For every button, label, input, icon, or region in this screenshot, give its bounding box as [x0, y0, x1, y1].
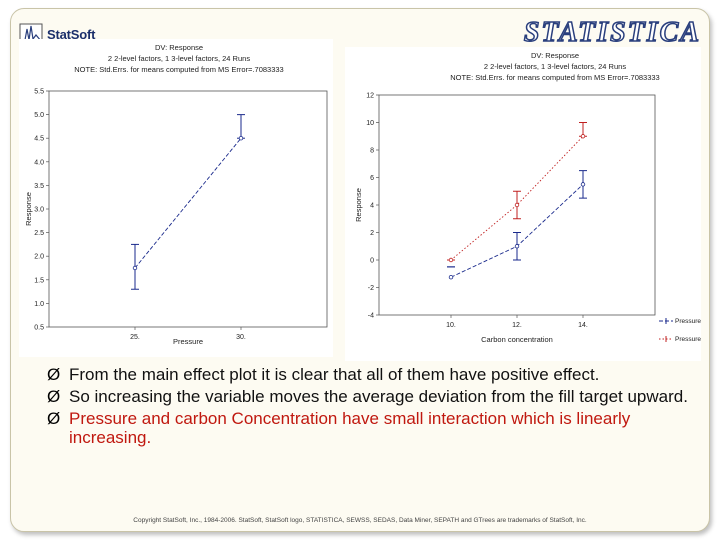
- slide: StatSoft STATISTICA DV: Response 2 2-lev…: [10, 8, 710, 532]
- y-tick-label: 5.0: [34, 112, 44, 119]
- chart-title-line: NOTE: Std.Errs. for means computed from …: [74, 65, 283, 74]
- copyright-footer: Copyright StatSoft, Inc., 1984-2006. Sta…: [133, 517, 587, 524]
- bullet-item: Ø So increasing the variable moves the a…: [47, 387, 697, 406]
- data-point: [448, 257, 454, 263]
- main-effect-chart-panel: DV: Response 2 2-level factors, 1 3-leve…: [19, 39, 333, 357]
- x-ticks: 25. 30.: [130, 327, 246, 341]
- data-point: [132, 265, 138, 271]
- bullet-arrow-icon: Ø: [47, 387, 61, 406]
- y-tick-label: 6: [370, 175, 374, 182]
- data-point: [448, 274, 454, 280]
- logo-text: StatSoft: [47, 26, 96, 42]
- x-tick-label: 12.: [512, 322, 522, 329]
- y-tick-label: 5.5: [34, 89, 44, 96]
- main-effect-chart: DV: Response 2 2-level factors, 1 3-leve…: [24, 43, 328, 346]
- legend-label: Pressure 30.: [675, 336, 701, 343]
- bullet-text: From the main effect plot it is clear th…: [69, 365, 600, 384]
- x-axis-label: Carbon concentration: [481, 335, 553, 344]
- x-ticks: 10. 12. 14.: [446, 315, 588, 329]
- y-tick-label: 3.0: [34, 207, 44, 214]
- x-tick-label: 30.: [236, 334, 246, 341]
- data-point: [580, 182, 586, 187]
- y-tick-label: 4.0: [34, 159, 44, 166]
- data-point: [580, 134, 586, 139]
- y-tick-label: 4: [370, 203, 374, 210]
- chart-title: DV: Response 2 2-level factors, 1 3-leve…: [450, 51, 659, 82]
- legend-label: Pressure 25.: [675, 318, 701, 325]
- chart-title-line: DV: Response: [531, 51, 579, 60]
- y-ticks: -4 -2 0 2 4 6 8 10 12: [366, 93, 379, 320]
- x-tick-label: 14.: [578, 322, 588, 329]
- y-tick-label: 2: [370, 230, 374, 237]
- y-tick-label: 4.5: [34, 136, 44, 143]
- bullet-text: So increasing the variable moves the ave…: [69, 387, 688, 406]
- legend: Pressure 25. Pressure 30.: [659, 318, 709, 343]
- data-point: [514, 244, 520, 249]
- y-tick-label: -4: [368, 313, 374, 320]
- bullet-arrow-icon: Ø: [47, 365, 61, 384]
- series-line: [450, 135, 584, 261]
- y-tick-label: 10: [366, 120, 374, 127]
- y-axis-label: Response: [24, 192, 33, 226]
- chart-title-line: DV: Response: [155, 43, 203, 52]
- y-tick-label: 8: [370, 148, 374, 155]
- y-tick-label: 1.0: [34, 301, 44, 308]
- plot-area: [48, 90, 328, 328]
- y-tick-label: 1.5: [34, 277, 44, 284]
- y-tick-label: 2.0: [34, 254, 44, 261]
- series-marks: [131, 114, 245, 290]
- bullet-list: Ø From the main effect plot it is clear …: [47, 365, 697, 450]
- bullet-item: Ø From the main effect plot it is clear …: [47, 365, 697, 384]
- statistica-brand: STATISTICA: [523, 16, 701, 49]
- x-tick-label: 25.: [130, 334, 140, 341]
- chart-title: DV: Response 2 2-level factors, 1 3-leve…: [74, 43, 283, 74]
- x-axis-label: Pressure: [173, 337, 203, 346]
- y-ticks: 0.5 1.0 1.5 2.0 2.5 3.0 3.5 4.0 4.5 5.0 5.5: [34, 89, 49, 332]
- bullet-text: Pressure and carbon Concentration have s…: [69, 409, 631, 447]
- chart-title-line: NOTE: Std.Errs. for means computed from …: [450, 73, 659, 82]
- series-line: [134, 137, 242, 269]
- y-tick-label: 3.5: [34, 183, 44, 190]
- x-tick-label: 10.: [446, 322, 456, 329]
- bullet-item: Ø Pressure and carbon Concentration have…: [47, 409, 697, 447]
- y-tick-label: 12: [366, 93, 374, 100]
- chart-title-line: 2 2-level factors, 1 3-level factors, 24…: [108, 54, 250, 63]
- data-point: [514, 202, 520, 208]
- y-axis-label: Response: [354, 188, 363, 222]
- data-point: [238, 135, 244, 141]
- y-tick-label: -2: [368, 285, 374, 292]
- chart-title-line: 2 2-level factors, 1 3-level factors, 24…: [484, 62, 626, 71]
- y-tick-label: 0: [370, 258, 374, 265]
- series-marks: [447, 122, 587, 280]
- y-tick-label: 0.5: [34, 325, 44, 332]
- interaction-chart: DV: Response 2 2-level factors, 1 3-leve…: [354, 51, 709, 344]
- y-tick-label: 2.5: [34, 230, 44, 237]
- bullet-arrow-icon: Ø: [47, 409, 61, 428]
- interaction-chart-panel: DV: Response 2 2-level factors, 1 3-leve…: [345, 47, 709, 361]
